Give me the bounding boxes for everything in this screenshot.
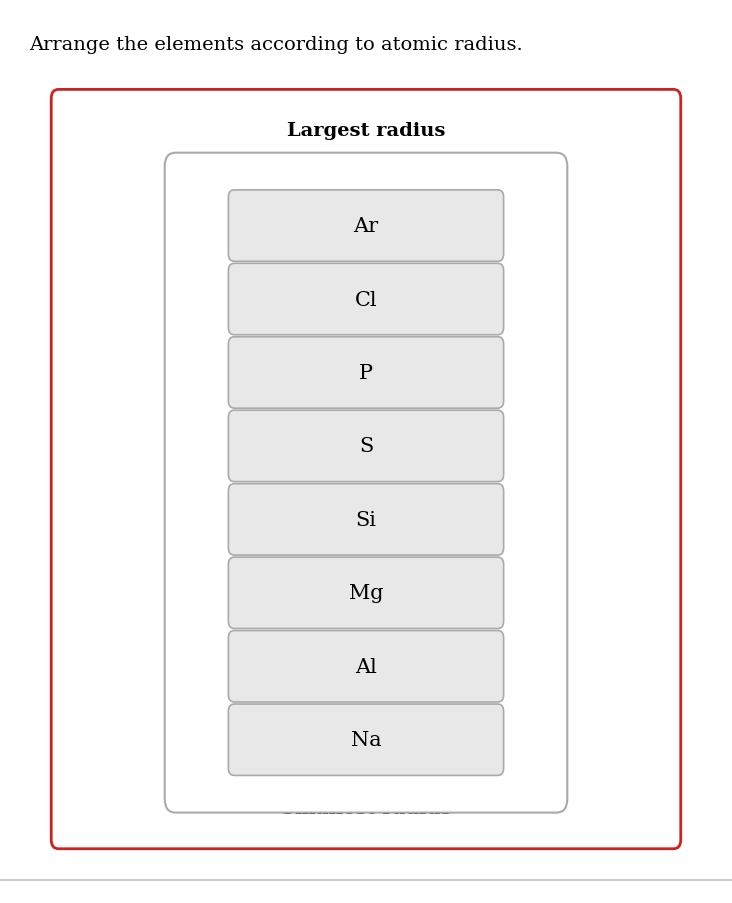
FancyBboxPatch shape [51, 90, 681, 849]
Text: Al: Al [355, 657, 377, 676]
FancyBboxPatch shape [228, 191, 504, 262]
Text: P: P [359, 364, 373, 383]
Text: Ar: Ar [354, 217, 378, 236]
Text: Largest radius: Largest radius [287, 122, 445, 140]
FancyBboxPatch shape [228, 264, 504, 335]
Text: S: S [359, 437, 373, 456]
FancyBboxPatch shape [228, 704, 504, 776]
FancyBboxPatch shape [228, 411, 504, 482]
FancyBboxPatch shape [228, 484, 504, 555]
Text: Arrange the elements according to atomic radius.: Arrange the elements according to atomic… [29, 36, 523, 54]
Text: Si: Si [356, 510, 376, 529]
FancyBboxPatch shape [228, 338, 504, 409]
FancyBboxPatch shape [228, 631, 504, 703]
Text: Smallest radius: Smallest radius [281, 799, 451, 817]
FancyBboxPatch shape [165, 154, 567, 813]
Text: Mg: Mg [348, 583, 384, 602]
Text: Na: Na [351, 731, 381, 749]
FancyBboxPatch shape [228, 557, 504, 628]
Text: Cl: Cl [355, 290, 377, 309]
